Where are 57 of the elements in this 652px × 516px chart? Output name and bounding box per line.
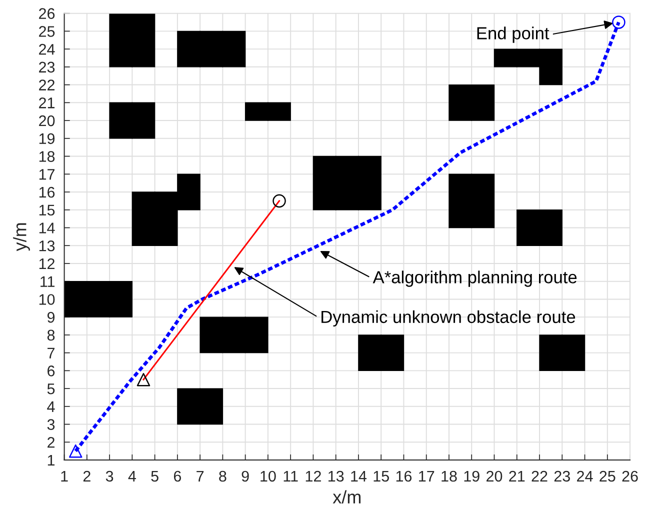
y-tick-label: 21 [39, 98, 55, 108]
x-tick-label: 2 [83, 470, 90, 482]
x-tick-label: 15 [374, 470, 389, 482]
x-tick-label: 8 [219, 470, 226, 482]
x-tick-label: 12 [306, 470, 321, 482]
y-tick-label: 4 [47, 401, 55, 412]
y-tick-label: 10 [39, 294, 55, 305]
y-tick-label: 17 [39, 169, 54, 180]
y-tick-label: 13 [39, 240, 55, 252]
y-tick-label: 15 [39, 204, 55, 216]
annotation: A*algorithm planning route [372, 270, 577, 287]
x-tick-label: 23 [554, 470, 570, 482]
x-tick-label: 1 [61, 470, 68, 482]
x-tick-label: 14 [351, 470, 367, 482]
y-tick-label: 18 [39, 151, 55, 162]
x-tick-label: 19 [464, 470, 480, 482]
y-tick-label: 26 [39, 8, 55, 19]
y-tick-label: 7 [48, 348, 54, 358]
x-tick-label: 5 [151, 470, 158, 482]
x-tick-label: 17 [419, 470, 434, 482]
y-tick-label: 9 [47, 312, 55, 323]
y-tick-label: 1 [48, 455, 55, 466]
x-tick-label: 13 [328, 470, 344, 482]
x-tick-label: 6 [174, 470, 182, 482]
x-tick-label: 21 [509, 470, 525, 482]
x-tick-label: 25 [600, 470, 616, 482]
y-tick-label: 11 [40, 276, 55, 287]
y-tick-label: 14 [39, 222, 55, 234]
x-tick-label: 7 [196, 470, 204, 482]
x-tick-label: 16 [396, 470, 412, 482]
y-tick-label: 16 [39, 186, 55, 198]
x-tick-label: 26 [622, 470, 638, 482]
y-axis-title: y/m [13, 223, 30, 252]
x-tick-label: 24 [577, 470, 593, 482]
x-tick-label: 9 [242, 470, 249, 482]
x-tick-label: 4 [128, 470, 136, 482]
y-tick-label: 25 [39, 26, 55, 37]
x-tick-label: 20 [486, 470, 502, 482]
y-tick-label: 20 [39, 115, 55, 126]
y-tick-label: 19 [39, 133, 55, 144]
y-tick-label: 6 [48, 366, 55, 376]
y-tick-label: 22 [39, 80, 54, 90]
x-tick-label: 22 [532, 470, 548, 482]
y-tick-label: 23 [39, 62, 55, 73]
x-tick-label: 3 [106, 470, 114, 482]
x-tick-label: 10 [260, 470, 276, 482]
annotation: Dynamic unknown obstacle route [322, 310, 576, 327]
x-axis-title: x/m [332, 490, 361, 504]
x-tick-label: 18 [442, 470, 457, 482]
annotation: End point [477, 26, 550, 43]
y-tick-label: 12 [39, 258, 54, 269]
y-tick-label: 24 [39, 44, 55, 55]
y-tick-label: 8 [47, 330, 55, 341]
y-tick-label: 2 [48, 437, 54, 448]
y-tick-label: 5 [47, 384, 55, 394]
x-tick-label: 11 [284, 470, 298, 482]
y-tick-label: 3 [47, 419, 55, 430]
